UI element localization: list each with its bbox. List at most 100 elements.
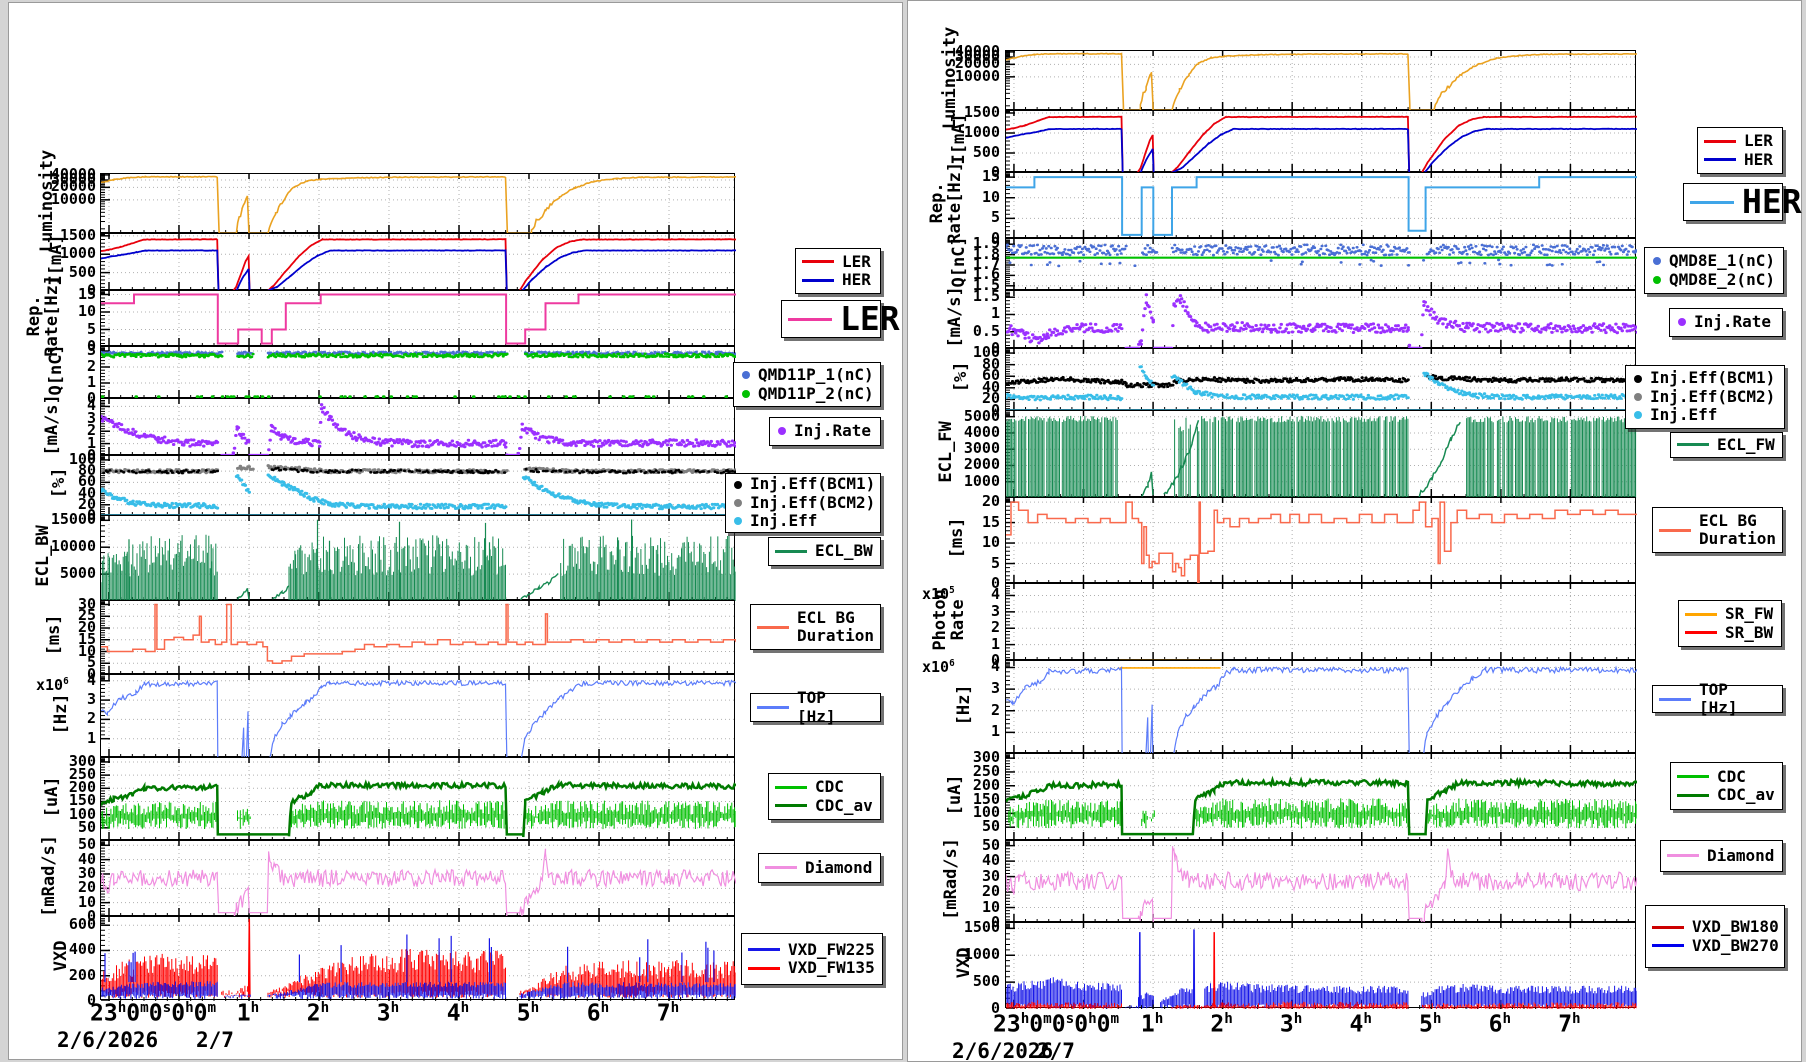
- y-tick-label-ecl-fw-4000: 4000: [963, 422, 1000, 441]
- x-axis-hour-label-5: 5h: [1419, 1011, 1442, 1038]
- legend-item-inj-eff-bcm2-: Inj.Eff(BCM2): [1632, 387, 1778, 406]
- y-tick-label-vxd-600: 600: [68, 915, 96, 934]
- y-tick-label-inj-eff-0: 0: [86, 506, 96, 524]
- legend-label: Inj.Eff(BCM2): [750, 492, 876, 512]
- legend-box-left-7: TOP [Hz]: [750, 688, 881, 725]
- y-tick-label-charge-0: 0: [86, 389, 96, 407]
- y-tick-label-charge-1.8: 1.8: [972, 244, 1000, 263]
- axis-multiplier-photon-rate: x105: [922, 585, 955, 603]
- axis-label-vxd: VXD: [51, 940, 72, 972]
- series-VXD_FW225: [101, 981, 736, 1000]
- legend-box-right-3: Inj.Rate: [1669, 308, 1783, 337]
- y-tick-label-ecl-bg-0: 0: [990, 574, 1000, 592]
- series-LER Rep.Rate: [101, 293, 736, 345]
- legend-item-inj-rate: Inj.Rate: [776, 421, 874, 440]
- legend-label: TOP [Hz]: [797, 688, 836, 726]
- legend-item-qmd8e-2-nc-: QMD8E_2(nC): [1651, 270, 1777, 289]
- legend-box-right-2: QMD8E_1(nC) QMD8E_2(nC): [1644, 247, 1784, 294]
- plot-luminosity: [101, 174, 736, 234]
- legend-item-ecl-bw: ECL_BW: [775, 541, 874, 560]
- legend-item-diamond: Diamond: [1667, 846, 1776, 865]
- y-tick-label-photon-rate-3: 3: [990, 601, 1000, 620]
- y-tick-label-luminosity-40000: 40000: [954, 41, 1000, 60]
- y-tick-label-charge-1.5: 1.5: [972, 275, 1000, 294]
- x-axis-hour-label-4: 4h: [446, 1000, 470, 1027]
- legend-item-inj-eff: Inj.Eff: [1632, 405, 1778, 424]
- y-tick-label-top-2: 2: [990, 700, 1000, 719]
- legend-line-icon: [802, 278, 834, 282]
- legend-item-diamond: Diamond: [765, 858, 874, 877]
- legend-line-icon: [788, 317, 832, 321]
- y-tick-label-inj-eff-60: 60: [77, 472, 96, 491]
- legend-box-right-4: Inj.Eff(BCM1) Inj.Eff(BCM2) Inj.Eff: [1625, 365, 1785, 429]
- y-tick-label-inj-rate-4: 4: [86, 396, 96, 415]
- series-TOP: [1006, 665, 1637, 754]
- y-tick-label-rep-rate-0: 0: [990, 229, 1000, 247]
- legend-label: HER: [1742, 182, 1802, 222]
- x-axis-hour-label-7: 7h: [656, 1000, 680, 1027]
- legend-box-right-7: SR_FW SR_BW: [1678, 600, 1782, 647]
- legend-box-left-0: LER HER: [795, 248, 881, 294]
- row-inj-eff: [100, 455, 736, 516]
- y-tick-label-inj-eff-80: 80: [981, 354, 1000, 373]
- legend-item-inj-rate: Inj.Rate: [1676, 312, 1776, 331]
- legend-item-her: HER: [1704, 150, 1776, 169]
- plot-top: [1006, 661, 1637, 754]
- legend-box-left-4: Inj.Eff(BCM1) Inj.Eff(BCM2) Inj.Eff: [725, 473, 881, 533]
- row-top: [100, 674, 736, 758]
- legend-line-icon: [1677, 443, 1709, 447]
- legend-item-her: HER: [802, 270, 874, 289]
- y-tick-label-inj-rate-1: 1: [990, 304, 1000, 323]
- legend-line-icon: [757, 625, 789, 629]
- y-tick-label-ecl-bg-0: 0: [86, 665, 96, 683]
- series-Inj.Eff: [101, 473, 736, 511]
- plot-rep-rate: [101, 291, 736, 347]
- legend-label: VXD_FW225: [788, 939, 875, 959]
- y-tick-label-photon-rate-1: 1: [990, 634, 1000, 653]
- legend-line-icon: [1659, 697, 1691, 701]
- x-axis-hour-label-6: 6h: [586, 1000, 610, 1027]
- plot-charge: [101, 347, 736, 399]
- legend-dot-icon: [1653, 275, 1661, 284]
- series-Diamond: [101, 848, 736, 917]
- plot-cdc: [101, 758, 736, 841]
- plot-charge: [1006, 239, 1637, 291]
- series-ECL BG Duration: [101, 603, 736, 665]
- legend-box-left-10: VXD_FW225 VXD_FW135: [741, 933, 883, 985]
- legend-line-icon: [1704, 139, 1736, 143]
- y-tick-label-ecl-bw-10000: 10000: [50, 537, 96, 556]
- legend-label: VXD_BW180: [1692, 917, 1779, 937]
- y-tick-label-photon-rate-0: 0: [990, 651, 1000, 669]
- legend-label: CDC_av: [1717, 785, 1775, 804]
- x-axis-start-label: 23h0m0s0h0m: [993, 1011, 1120, 1038]
- y-tick-label-inj-rate-1: 1: [86, 433, 96, 452]
- series-QMD8E_1 outliers: [1008, 258, 1606, 268]
- legend-item-ler: LER: [1704, 131, 1776, 150]
- y-tick-label-luminosity-30000: 30000: [954, 47, 1000, 66]
- series-QMD8E_1(nC): [1006, 243, 1637, 257]
- row-diamond: [100, 840, 736, 917]
- series-ECL_FW: [1006, 415, 1637, 498]
- plot-inj-eff: [101, 456, 736, 516]
- y-tick-label-cdc-200: 200: [972, 775, 1000, 794]
- y-tick-label-ecl-bg-5: 5: [86, 653, 96, 672]
- y-tick-label-current-500: 500: [68, 262, 96, 281]
- legend-item-her: HER: [1690, 183, 1802, 221]
- x-axis-hour-label-1: 1h: [236, 1000, 260, 1027]
- legend-line-icon: [1659, 528, 1691, 532]
- y-tick-label-rep-rate-10: 10: [981, 187, 1000, 206]
- y-tick-label-cdc-50: 50: [77, 817, 96, 836]
- x-axis-date-label: 2/6/2026: [57, 1028, 159, 1052]
- y-tick-label-charge-1.6: 1.6: [972, 265, 1000, 284]
- legend-label: HER: [842, 270, 871, 289]
- legend-dot-icon: [1634, 374, 1642, 383]
- series-CDC: [1006, 798, 1637, 829]
- legend-line-icon: [1652, 944, 1684, 948]
- x-axis-hour-label-3: 3h: [376, 1000, 400, 1027]
- legend-dot-icon: [742, 389, 750, 398]
- row-rep-rate: [100, 290, 736, 347]
- y-tick-label-luminosity-20000: 20000: [50, 177, 96, 196]
- y-tick-label-diamond-40: 40: [981, 851, 1000, 870]
- row-diamond: [1005, 840, 1637, 923]
